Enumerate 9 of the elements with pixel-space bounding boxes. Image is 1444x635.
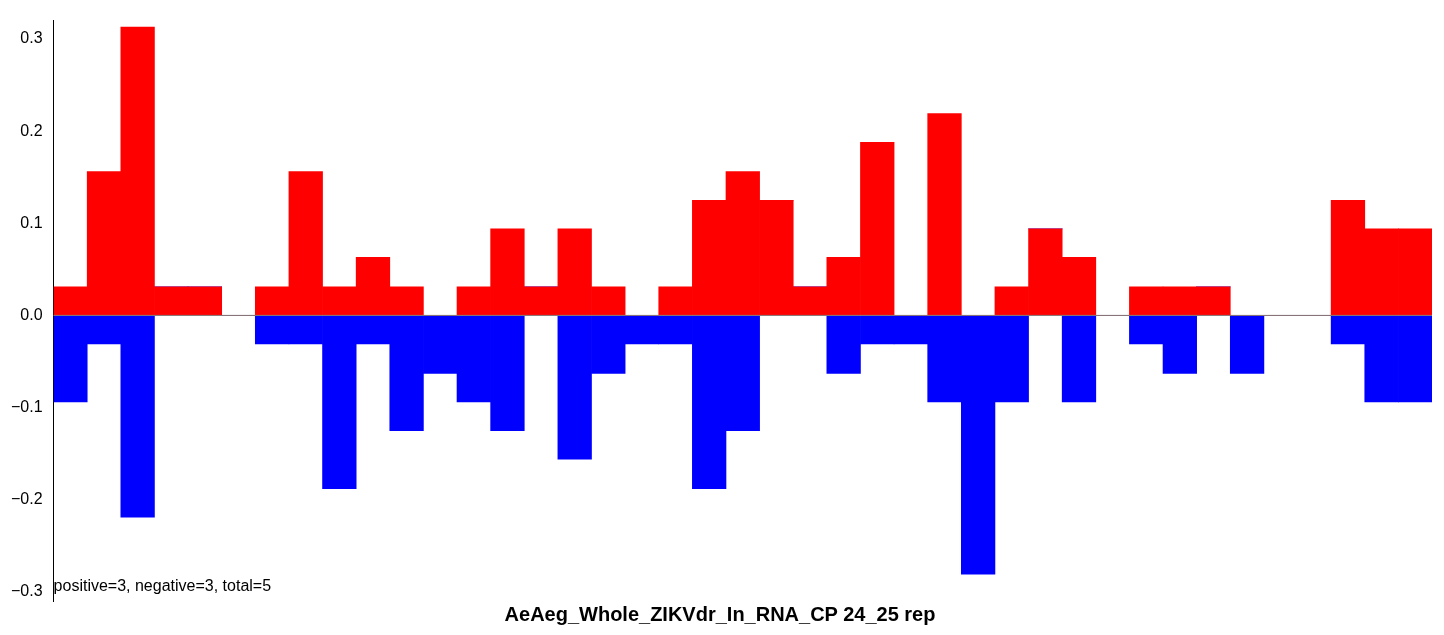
y-tick-label: −0.3 — [10, 582, 43, 600]
y-tick-label: 0.2 — [20, 121, 43, 139]
annotation: positive=3, negative=3, total=5 — [53, 577, 272, 595]
y-tick-label: 0.1 — [20, 213, 43, 231]
y-tick-label: −0.1 — [10, 397, 43, 415]
y-tick-label: 0.3 — [20, 29, 43, 47]
y-tick-label: −0.2 — [10, 490, 43, 508]
y-tick-label: 0.0 — [20, 305, 43, 323]
text: AeAeg_Whole_ZIKVdr_In_RNA_CP 24_25 rep — [504, 602, 936, 625]
